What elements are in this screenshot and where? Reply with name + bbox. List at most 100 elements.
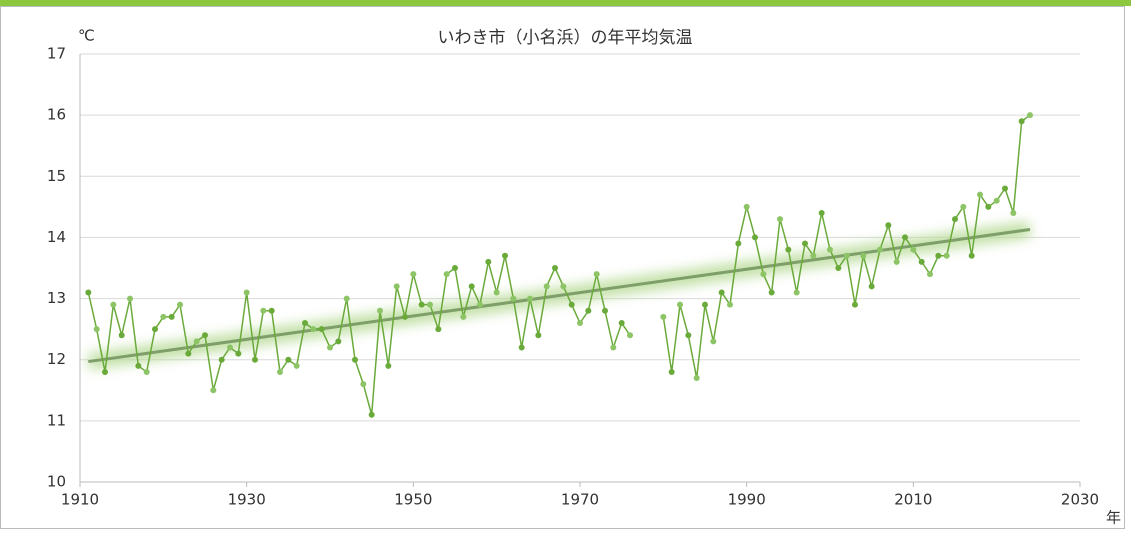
data-point: [918, 258, 925, 265]
data-point: [252, 356, 258, 363]
data-point: [510, 295, 517, 302]
data-point: [268, 307, 275, 314]
data-point: [93, 326, 100, 333]
data-point: [735, 240, 742, 247]
data-point: [910, 246, 917, 253]
data-point: [760, 271, 767, 278]
data-point: [627, 332, 633, 339]
data-point: [960, 203, 967, 210]
data-point: [852, 301, 858, 308]
x-tick-label: 2030: [1061, 491, 1099, 509]
data-point: [618, 320, 625, 327]
data-point: [885, 222, 892, 229]
data-point: [185, 350, 192, 357]
data-point: [102, 368, 108, 375]
x-tick-label: 2010: [894, 491, 932, 509]
data-point: [135, 362, 142, 369]
data-point: [385, 362, 392, 369]
data-point: [302, 320, 308, 327]
data-point: [818, 209, 825, 216]
data-point: [318, 326, 325, 333]
data-point: [752, 234, 758, 241]
data-point: [493, 289, 500, 296]
data-point: [685, 332, 692, 339]
data-point: [1027, 112, 1033, 119]
data-point: [210, 387, 217, 394]
series-line: [87, 255, 631, 415]
data-point: [1002, 185, 1008, 192]
data-point: [477, 301, 483, 308]
data-point: [610, 344, 617, 351]
x-tick-label: 1930: [228, 491, 266, 509]
data-point: [427, 301, 433, 308]
data-point: [935, 252, 942, 259]
data-point: [227, 344, 233, 351]
data-point: [468, 283, 475, 290]
data-point: [452, 265, 458, 271]
data-point: [177, 301, 183, 308]
data-point: [235, 350, 242, 357]
data-point: [593, 271, 600, 278]
y-tick-label: 11: [47, 411, 66, 429]
data-point: [868, 283, 875, 290]
x-tick-label: 1970: [561, 491, 599, 509]
data-point: [552, 265, 558, 271]
data-point: [943, 252, 950, 259]
data-point: [718, 289, 725, 296]
data-point: [435, 326, 442, 333]
data-point: [193, 338, 200, 345]
data-point: [202, 332, 208, 339]
y-tick-label: 16: [47, 106, 66, 124]
data-point: [260, 307, 267, 314]
data-point: [535, 332, 542, 339]
data-point: [377, 307, 383, 314]
x-unit: 年: [1106, 509, 1121, 527]
data-point: [977, 191, 983, 198]
data-point: [393, 283, 400, 290]
data-point: [835, 265, 842, 271]
data-point: [602, 307, 608, 314]
data-point: [310, 326, 317, 333]
series-line: [662, 114, 1031, 379]
data-point: [710, 338, 717, 345]
data-point: [702, 301, 708, 308]
data-point: [968, 252, 975, 259]
data-point: [985, 203, 992, 210]
data-point: [902, 234, 908, 241]
data-point: [110, 301, 117, 308]
data-point: [368, 411, 375, 418]
data-point: [218, 356, 225, 363]
x-tick-label: 1950: [394, 491, 432, 509]
data-point: [1010, 209, 1017, 216]
data-point: [410, 271, 417, 278]
chart-title: いわき市（小名浜）の年平均気温: [438, 28, 693, 48]
data-point: [460, 313, 467, 320]
data-point: [877, 246, 883, 253]
data-point: [443, 271, 450, 278]
data-point: [327, 344, 333, 351]
data-point: [568, 301, 575, 308]
data-point: [860, 252, 867, 259]
data-point: [168, 313, 175, 320]
data-point: [285, 356, 292, 363]
data-point: [927, 271, 933, 278]
data-point: [827, 246, 833, 253]
y-tick-label: 14: [47, 228, 66, 246]
data-point: [485, 258, 492, 265]
x-tick-label: 1990: [728, 491, 766, 509]
data-point: [560, 283, 567, 290]
data-point: [127, 295, 133, 302]
data-point: [1018, 118, 1025, 125]
x-tick-label: 1910: [61, 491, 99, 509]
data-point: [335, 338, 342, 345]
data-point: [768, 289, 775, 296]
data-point: [777, 216, 783, 223]
data-point: [785, 246, 792, 253]
data-point: [502, 252, 508, 259]
data-point: [668, 368, 675, 375]
data-point: [585, 307, 592, 314]
y-tick-label: 12: [47, 350, 66, 368]
data-point: [152, 326, 158, 333]
data-point: [810, 252, 817, 259]
